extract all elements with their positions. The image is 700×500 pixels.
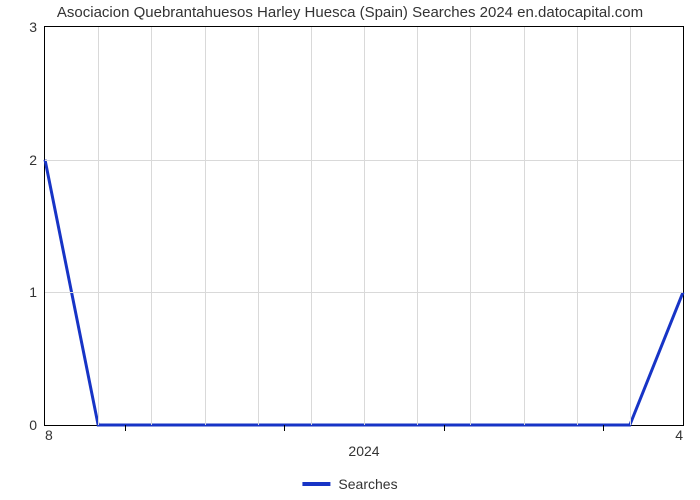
grid-line-v <box>311 27 312 425</box>
grid-line-v <box>151 27 152 425</box>
legend-swatch <box>302 482 330 486</box>
chart-container: Asociacion Quebrantahuesos Harley Huesca… <box>0 0 700 500</box>
grid-line-v <box>205 27 206 425</box>
x-minor-tick <box>603 425 604 431</box>
x-minor-tick <box>284 425 285 431</box>
y-tick-label: 3 <box>29 19 45 35</box>
chart-title: Asociacion Quebrantahuesos Harley Huesca… <box>0 4 700 21</box>
legend-label: Searches <box>338 476 397 492</box>
grid-line-v <box>417 27 418 425</box>
plot-area: 8 4 01232024 <box>44 26 684 426</box>
grid-line-v <box>258 27 259 425</box>
x-center-label: 2024 <box>348 425 379 459</box>
grid-line-v <box>577 27 578 425</box>
x-corner-right-label: 4 <box>675 425 683 443</box>
grid-line-v <box>630 27 631 425</box>
x-minor-tick <box>125 425 126 431</box>
grid-line-v <box>98 27 99 425</box>
y-tick-label: 0 <box>29 417 45 433</box>
grid-line-h <box>45 292 683 293</box>
grid-line-v <box>470 27 471 425</box>
y-tick-label: 2 <box>29 152 45 168</box>
grid-line-v <box>524 27 525 425</box>
legend: Searches <box>302 476 397 492</box>
grid-line-v <box>364 27 365 425</box>
x-corner-left-label: 8 <box>45 425 53 443</box>
y-tick-label: 1 <box>29 284 45 300</box>
x-minor-tick <box>444 425 445 431</box>
grid-line-h <box>45 160 683 161</box>
